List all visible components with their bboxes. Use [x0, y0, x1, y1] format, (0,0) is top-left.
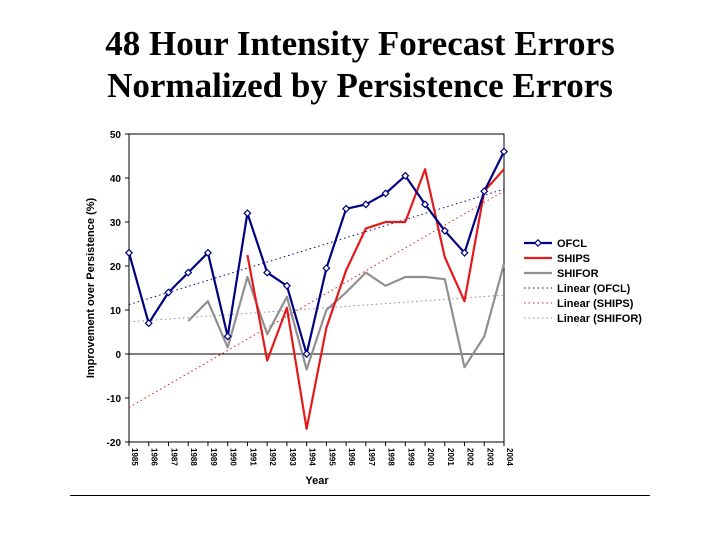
- series-line-shifor: [187, 263, 506, 371]
- legend: OFCL SHIPS SHIFOR Linear (OFCL) Linear (SHIP…: [524, 238, 642, 325]
- x-tick-label: 1992: [268, 448, 277, 466]
- y-tick-label: 50: [110, 130, 122, 141]
- x-tick-label: 1996: [347, 448, 356, 466]
- data-point-ofcl: [282, 281, 291, 290]
- series-line-ofcl: [127, 151, 505, 356]
- x-tick-label: 1987: [169, 448, 178, 466]
- chart-title-line1: 48 Hour Intensity Forecast Errors: [105, 24, 615, 63]
- data-point-ofcl: [302, 349, 311, 359]
- y-tick-label: 10: [110, 306, 122, 317]
- plot-border: [128, 133, 505, 443]
- x-axis-label: Year: [305, 475, 329, 487]
- x-tick-label: 1998: [387, 448, 396, 466]
- x-tick-label: 1991: [248, 448, 257, 466]
- plot-area: [128, 133, 505, 443]
- x-tick-label: 1990: [229, 448, 238, 466]
- y-tick-labels: 50 40 30 20 10 0 -10 -20: [107, 130, 129, 449]
- x-tick-label: 2000: [426, 448, 435, 466]
- y-tick-label: 40: [110, 174, 122, 185]
- x-tick-labels: 1985 1986 1987 1988 1989 1990 1991 1992 1993 1994…: [128, 442, 514, 466]
- data-point-ofcl: [263, 268, 272, 277]
- chart-title-line2: Normalized by Persistence Errors: [107, 66, 613, 105]
- x-tick-label: 2002: [466, 448, 475, 466]
- x-tick-label: 1994: [308, 448, 317, 466]
- legend-label: OFCL: [557, 238, 587, 250]
- legend-marker: [533, 238, 543, 248]
- legend-label: Linear (SHIFOR): [557, 313, 642, 325]
- x-tick-label: 2004: [505, 448, 514, 466]
- y-tick-label: 20: [110, 262, 122, 273]
- legend-label: SHIFOR: [557, 268, 599, 280]
- data-point-ofcl: [223, 332, 232, 341]
- data-point-ofcl: [460, 248, 469, 257]
- data-point-ofcl: [480, 187, 489, 196]
- y-axis-label: Improvement over Persistence (%): [85, 197, 97, 378]
- legend-label: SHIPS: [557, 253, 590, 265]
- x-tick-label: 1985: [130, 448, 139, 466]
- data-point-ofcl: [144, 319, 153, 328]
- data-point-ofcl: [401, 171, 410, 180]
- x-tick-label: 1999: [406, 448, 415, 466]
- trendline-ofcl: [128, 188, 505, 306]
- data-point-ofcl: [440, 226, 449, 235]
- series-line-ships: [246, 168, 505, 430]
- x-tick-label: 1993: [288, 448, 297, 466]
- data-point-ofcl: [361, 200, 370, 209]
- data-point-ofcl: [124, 248, 134, 257]
- data-point-ofcl: [322, 264, 331, 273]
- x-tick-label: 2001: [446, 448, 455, 466]
- y-tick-label: 0: [115, 350, 121, 361]
- y-tick-label: -10: [107, 394, 122, 405]
- bottom-rule: [70, 495, 650, 496]
- data-point-ofcl: [203, 248, 212, 257]
- x-tick-label: 1986: [150, 448, 159, 466]
- data-point-ofcl: [421, 200, 430, 209]
- data-point-ofcl: [184, 268, 193, 277]
- data-point-ofcl: [243, 209, 252, 218]
- x-tick-label: 1988: [189, 448, 198, 466]
- data-point-ofcl: [164, 288, 173, 297]
- data-point-ofcl: [342, 204, 351, 213]
- legend-label: Linear (SHIPS): [557, 298, 634, 310]
- x-tick-label: 1997: [367, 448, 376, 466]
- y-tick-label: -20: [107, 438, 122, 449]
- legend-label: Linear (OFCL): [557, 283, 631, 295]
- series-group: [124, 147, 509, 430]
- data-point-ofcl: [381, 189, 390, 198]
- x-tick-label: 1995: [327, 448, 336, 466]
- x-tick-label: 1989: [209, 448, 218, 466]
- y-tick-label: 30: [110, 218, 122, 229]
- x-tick-label: 2003: [485, 448, 494, 466]
- data-point-ofcl: [499, 147, 509, 156]
